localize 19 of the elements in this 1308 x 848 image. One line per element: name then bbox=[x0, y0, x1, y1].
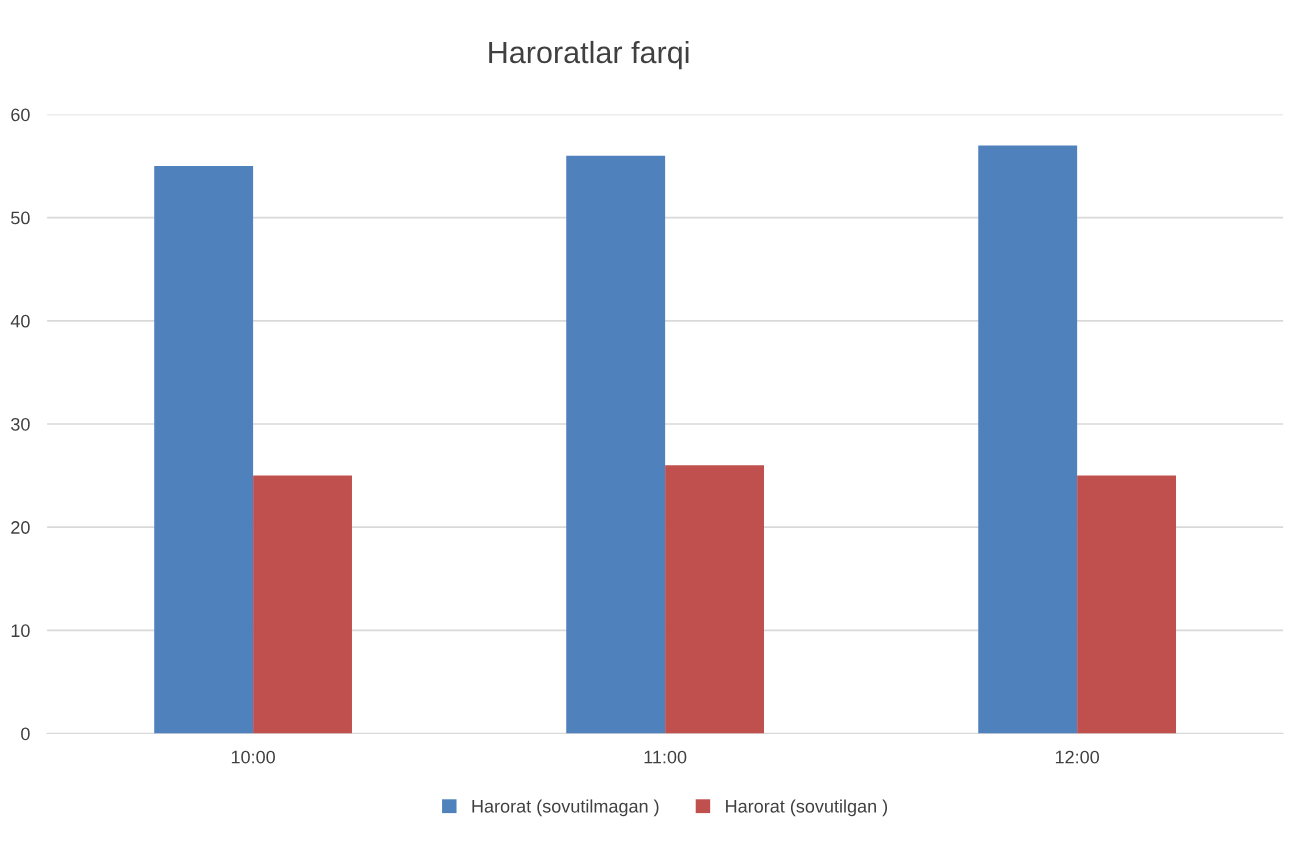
bar bbox=[665, 465, 764, 734]
x-tick-label: 12:00 bbox=[1055, 750, 1100, 764]
y-tick-label: 50 bbox=[11, 211, 30, 225]
bar bbox=[566, 155, 666, 734]
bar bbox=[253, 475, 352, 734]
bar bbox=[154, 166, 254, 734]
y-tick-label: 20 bbox=[11, 521, 30, 534]
bar bbox=[1077, 475, 1177, 734]
y-tick-label: 30 bbox=[11, 417, 30, 431]
y-tick-label: 10 bbox=[11, 624, 30, 638]
y-tick-label: 0 bbox=[21, 727, 30, 741]
y-tick-label: 60 bbox=[11, 108, 30, 122]
x-tick-label: 11:00 bbox=[644, 750, 687, 764]
y-tick-label: 40 bbox=[10, 314, 30, 328]
legend-label: Harorat (sovutilmagan ) bbox=[472, 799, 659, 817]
chart-title: Haroratlar farqi bbox=[489, 40, 689, 70]
x-tick-label: 10:00 bbox=[231, 750, 275, 764]
bar bbox=[978, 145, 1078, 734]
legend-label: Harorat (sovutilgan ) bbox=[726, 799, 888, 817]
